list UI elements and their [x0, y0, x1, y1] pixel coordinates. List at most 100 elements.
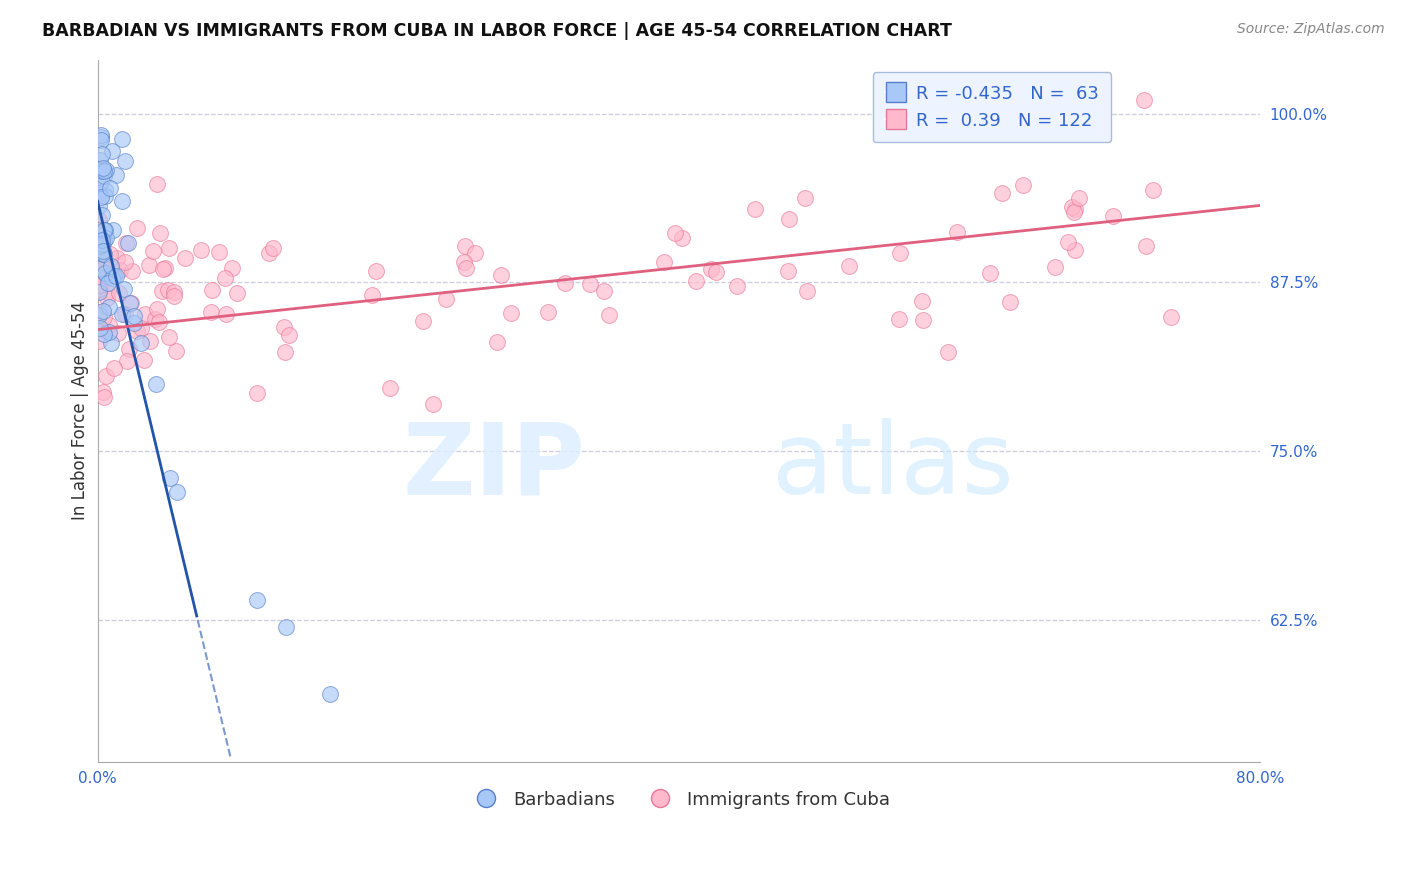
- Point: [1060, 200, 1083, 214]
- Point: [87, 262, 110, 277]
- Point: [97, 277, 120, 291]
- Point: [89, 282, 111, 296]
- Point: [155, 261, 177, 276]
- Point: [91, 208, 114, 222]
- Point: [91, 147, 114, 161]
- Point: [911, 313, 934, 327]
- Point: [364, 264, 387, 278]
- Point: [422, 397, 444, 411]
- Point: [990, 186, 1012, 201]
- Point: [93, 169, 115, 183]
- Point: [361, 288, 384, 302]
- Point: [274, 345, 297, 359]
- Point: [125, 324, 148, 338]
- Point: [96, 292, 118, 306]
- Point: [117, 343, 139, 357]
- Text: ZIP: ZIP: [404, 418, 586, 516]
- Point: [117, 236, 139, 251]
- Point: [149, 226, 172, 240]
- Point: [938, 345, 960, 359]
- Point: [319, 687, 342, 701]
- Point: [103, 361, 125, 376]
- Point: [276, 620, 298, 634]
- Point: [700, 261, 723, 276]
- Point: [1011, 178, 1033, 193]
- Point: [146, 177, 169, 191]
- Point: [87, 277, 110, 292]
- Point: [114, 307, 136, 321]
- Point: [378, 381, 401, 395]
- Point: [91, 236, 114, 251]
- Point: [111, 307, 134, 321]
- Point: [87, 244, 110, 259]
- Point: [537, 305, 560, 319]
- Point: [93, 188, 115, 202]
- Point: [146, 301, 169, 316]
- Point: [90, 133, 112, 147]
- Point: [107, 285, 129, 300]
- Point: [87, 199, 110, 213]
- Point: [89, 321, 111, 335]
- Point: [221, 261, 243, 276]
- Point: [100, 181, 122, 195]
- Point: [1063, 243, 1085, 257]
- Point: [157, 284, 180, 298]
- Point: [111, 194, 134, 208]
- Point: [165, 343, 187, 358]
- Point: [1000, 295, 1022, 310]
- Point: [150, 284, 173, 298]
- Point: [93, 245, 115, 260]
- Point: [887, 312, 910, 326]
- Text: Source: ZipAtlas.com: Source: ZipAtlas.com: [1237, 22, 1385, 37]
- Point: [98, 247, 121, 261]
- Point: [121, 264, 143, 278]
- Point: [1142, 183, 1164, 197]
- Point: [91, 233, 114, 247]
- Point: [100, 335, 122, 350]
- Point: [778, 212, 800, 227]
- Point: [215, 307, 238, 321]
- Point: [105, 268, 128, 283]
- Point: [127, 221, 149, 235]
- Point: [454, 261, 477, 276]
- Point: [159, 471, 181, 485]
- Point: [148, 315, 170, 329]
- Point: [554, 276, 576, 290]
- Point: [157, 241, 180, 255]
- Point: [453, 255, 475, 269]
- Point: [214, 271, 236, 285]
- Point: [201, 283, 224, 297]
- Point: [105, 251, 128, 265]
- Point: [132, 352, 155, 367]
- Point: [579, 277, 602, 291]
- Point: [434, 292, 457, 306]
- Point: [162, 285, 184, 299]
- Point: [112, 282, 135, 296]
- Point: [889, 245, 911, 260]
- Point: [100, 271, 122, 285]
- Point: [486, 334, 509, 349]
- Y-axis label: In Labor Force | Age 45-54: In Labor Force | Age 45-54: [72, 301, 89, 520]
- Point: [454, 239, 477, 253]
- Text: BARBADIAN VS IMMIGRANTS FROM CUBA IN LABOR FORCE | AGE 45-54 CORRELATION CHART: BARBADIAN VS IMMIGRANTS FROM CUBA IN LAB…: [42, 22, 952, 40]
- Point: [93, 164, 115, 178]
- Point: [134, 307, 156, 321]
- Point: [1043, 260, 1066, 274]
- Point: [122, 309, 145, 323]
- Point: [98, 318, 121, 332]
- Point: [145, 312, 167, 326]
- Point: [114, 154, 136, 169]
- Point: [838, 259, 860, 273]
- Point: [1132, 93, 1154, 107]
- Point: [90, 128, 112, 142]
- Point: [100, 259, 122, 273]
- Point: [190, 243, 212, 257]
- Point: [89, 176, 111, 190]
- Point: [96, 285, 118, 300]
- Point: [129, 336, 152, 351]
- Point: [101, 223, 124, 237]
- Point: [89, 153, 111, 167]
- Point: [93, 223, 115, 237]
- Point: [91, 244, 114, 258]
- Point: [105, 168, 128, 182]
